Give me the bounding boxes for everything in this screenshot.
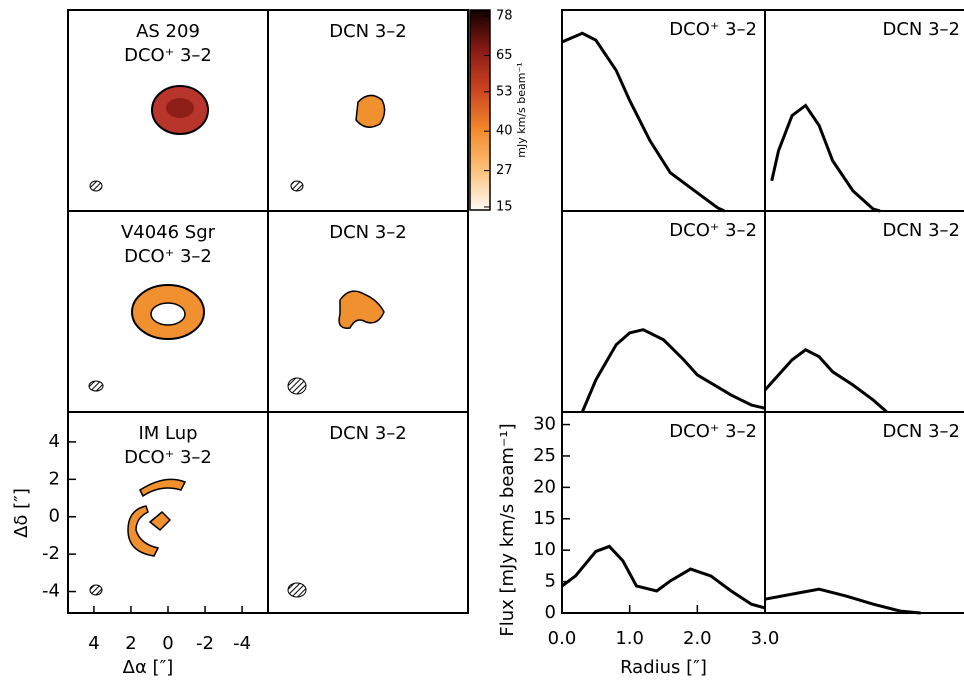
plot-frame [764, 210, 964, 413]
y-tick-label: 15 [533, 508, 556, 529]
y-tick-label: -2 [42, 543, 60, 564]
profile-line [770, 103, 881, 213]
plot-title: DCN 3–2 [882, 220, 960, 241]
x-tick-label: -4 [233, 633, 251, 654]
y-tick-label: 2 [49, 468, 60, 489]
profile-line [561, 544, 766, 610]
y-tick-label: 20 [533, 476, 556, 497]
map-line: DCO⁺ 3–2 [124, 246, 212, 267]
colorbar [469, 9, 491, 211]
colorbar-tick-label: 15 [496, 199, 513, 214]
y-tick-label: -4 [42, 581, 60, 602]
y-tick-label: 30 [533, 414, 556, 435]
colorbar-tick-label: 53 [496, 84, 513, 99]
x-tick-label: -2 [196, 633, 214, 654]
map-source: V4046 Sgr [121, 222, 216, 243]
map-line: DCO⁺ 3–2 [124, 45, 212, 66]
plot-frame [764, 9, 964, 212]
map-line: DCN 3–2 [329, 21, 407, 42]
map-source: IM Lup [138, 423, 197, 444]
x-tick-label: 0 [162, 633, 173, 654]
x-tick-label: 2.0 [683, 628, 712, 649]
x-axis-label: Δα [″] [123, 657, 174, 678]
profile-line [561, 31, 726, 213]
colorbar-label: mJy km/s beam⁻¹ [515, 62, 528, 157]
plot-title: DCO⁺ 3–2 [669, 421, 757, 442]
plot-title: DCO⁺ 3–2 [669, 19, 757, 40]
x-axis-label: Radius [″] [620, 657, 707, 678]
map-frame [267, 411, 469, 614]
plot-title: DCO⁺ 3–2 [669, 220, 757, 241]
map-line: DCN 3–2 [329, 423, 407, 444]
plot-frame [764, 411, 964, 614]
plot-title: DCN 3–2 [882, 421, 960, 442]
colorbar-tick-label: 27 [496, 163, 513, 178]
x-tick-label: 2 [125, 633, 136, 654]
y-axis-label: Δδ [″] [11, 488, 32, 538]
y-tick-label: 0 [49, 506, 60, 527]
y-tick-label: 10 [533, 539, 556, 560]
x-tick-label: 4 [88, 633, 99, 654]
colorbar-tick-label: 65 [496, 48, 513, 63]
plot-title: DCN 3–2 [882, 19, 960, 40]
y-tick-label: 4 [49, 431, 60, 452]
x-tick-label: 0.0 [548, 628, 577, 649]
x-tick-label: 1.0 [615, 628, 644, 649]
y-tick-label: 0 [545, 602, 556, 623]
map-source: AS 209 [136, 21, 200, 42]
colorbar-tick-label: 40 [496, 124, 513, 139]
colorbar-tick-label: 78 [496, 9, 513, 24]
y-tick-label: 25 [533, 445, 556, 466]
plot-frame [561, 210, 766, 413]
x-tick-label: 3.0 [751, 628, 780, 649]
profile-line [763, 348, 888, 414]
map-emission [88, 85, 386, 598]
y-tick-label: 5 [545, 571, 556, 592]
map-line: DCN 3–2 [329, 222, 407, 243]
map-line: DCO⁺ 3–2 [124, 447, 212, 468]
profile-line [764, 587, 921, 615]
plot-frame [561, 411, 766, 614]
profile-line [580, 328, 766, 413]
plot-frame [561, 9, 766, 212]
y-axis-label: Flux [mJy km/s beam⁻¹] [497, 423, 518, 636]
